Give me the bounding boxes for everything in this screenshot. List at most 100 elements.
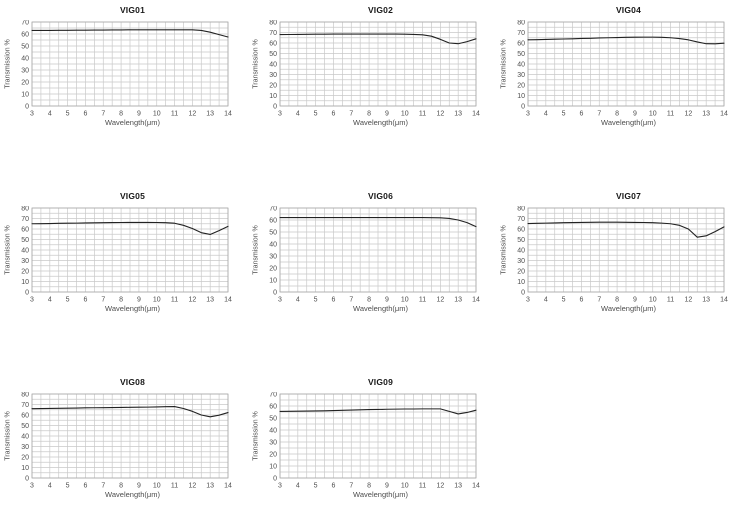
x-tick-label: 13 (206, 483, 214, 490)
plot-border (527, 21, 725, 107)
chart-vig02: VIG02 Transmission % 3 4 5 6 7 8 9 10 11 12 13 14 0 1… (250, 4, 483, 128)
x-tick-label: 11 (667, 297, 674, 304)
x-tick-label: 7 (101, 297, 105, 304)
x-tick-label: 11 (667, 111, 674, 118)
x-tick-label: 12 (188, 111, 196, 118)
y-tick-label: 0 (521, 290, 525, 297)
y-tick-label: 0 (273, 290, 277, 297)
y-tick-label: 20 (517, 269, 525, 276)
x-tick-label: 6 (84, 483, 88, 490)
x-tick-label: 13 (206, 297, 214, 304)
y-tick-label: 0 (25, 476, 29, 483)
y-tick-label: 60 (517, 227, 525, 234)
x-tick-label: 5 (562, 111, 566, 118)
y-tick-label: 40 (21, 434, 29, 441)
x-tick-label: 7 (349, 111, 353, 118)
y-tick-label: 50 (517, 237, 525, 244)
y-tick-label: 60 (21, 32, 29, 39)
x-tick-label: 13 (702, 297, 710, 304)
y-tick-label: 50 (517, 51, 525, 58)
x-tick-label: 5 (66, 111, 70, 118)
data-line (31, 406, 229, 418)
y-tick-label: 70 (269, 392, 277, 399)
data-line (527, 36, 725, 45)
x-tick-label: 12 (436, 297, 444, 304)
y-tick-label: 20 (21, 269, 29, 276)
x-tick-label: 3 (30, 483, 34, 490)
data-line (279, 408, 477, 415)
x-tick-label: 6 (332, 297, 336, 304)
x-tick-label: 11 (171, 483, 178, 490)
y-tick-label: 10 (21, 92, 29, 99)
y-tick-label: 30 (21, 444, 29, 451)
y-axis-label: Transmission % (500, 39, 508, 89)
y-tick-label: 40 (269, 62, 277, 69)
chart-title: VIG09 (367, 377, 394, 387)
y-tick-label: 20 (517, 83, 525, 90)
x-tick-label: 4 (296, 297, 300, 304)
x-tick-label: 10 (401, 297, 409, 304)
y-tick-label: 20 (21, 80, 29, 87)
y-axis-label: Transmission % (500, 225, 508, 275)
y-tick-label: 60 (21, 413, 29, 420)
y-tick-label: 0 (273, 104, 277, 111)
chart-title: VIG02 (367, 5, 394, 15)
x-tick-label: 10 (153, 483, 161, 490)
x-tick-label: 6 (580, 111, 584, 118)
y-tick-label: 20 (21, 455, 29, 462)
y-axis-label: Transmission % (252, 411, 260, 461)
x-tick-label: 9 (385, 111, 389, 118)
plot-border (279, 207, 477, 293)
data-line (31, 221, 229, 236)
x-tick-label: 4 (48, 297, 52, 304)
y-tick-label: 10 (269, 464, 277, 471)
y-tick-label: 50 (269, 51, 277, 58)
x-tick-label: 3 (278, 297, 282, 304)
x-tick-label: 6 (84, 111, 88, 118)
data-line (527, 221, 725, 238)
chart-canvas: 3 4 5 6 7 8 9 10 11 12 13 14 0 10 20 30 40 50 60 70 (21, 20, 232, 118)
y-tick-label: 70 (21, 402, 29, 409)
y-tick-label: 0 (273, 476, 277, 483)
y-tick-label: 40 (517, 62, 525, 69)
x-tick-label: 4 (544, 111, 548, 118)
x-tick-label: 5 (66, 483, 70, 490)
x-axis-label: Wavelength(μm) (105, 304, 160, 313)
x-tick-label: 5 (314, 483, 318, 490)
x-tick-label: 10 (153, 297, 161, 304)
x-tick-label: 5 (66, 297, 70, 304)
chart-vig05: VIG05 Transmission % 3 4 5 6 7 8 9 10 11 12 13 14 0 1… (2, 190, 235, 314)
x-tick-label: 12 (684, 111, 692, 118)
chart-canvas: 3 4 5 6 7 8 9 10 11 12 13 14 0 10 20 30 40 50 60 70 (269, 206, 480, 304)
plot-border (31, 21, 229, 107)
y-tick-label: 20 (269, 83, 277, 90)
charts-grid: VIG01 Transmission % 3 4 5 6 7 8 9 10 11 12 13 14 0 1… (2, 4, 728, 499)
y-tick-label: 10 (269, 278, 277, 285)
y-tick-label: 40 (269, 242, 277, 249)
chart-title: VIG04 (615, 5, 642, 15)
y-tick-label: 60 (517, 41, 525, 48)
y-tick-label: 30 (269, 72, 277, 79)
data-line (279, 33, 477, 45)
x-tick-label: 13 (454, 483, 462, 490)
y-tick-label: 30 (269, 254, 277, 261)
x-tick-label: 12 (188, 483, 196, 490)
y-tick-label: 10 (21, 465, 29, 472)
chart-title: VIG06 (367, 191, 394, 201)
x-tick-label: 10 (649, 297, 657, 304)
x-tick-label: 7 (597, 297, 601, 304)
y-tick-label: 20 (269, 266, 277, 273)
x-axis-label: Wavelength(μm) (601, 304, 656, 313)
x-tick-label: 13 (454, 297, 462, 304)
x-tick-label: 10 (401, 483, 409, 490)
y-tick-label: 70 (269, 30, 277, 37)
y-tick-label: 70 (517, 216, 525, 223)
y-tick-label: 40 (517, 248, 525, 255)
x-tick-label: 14 (224, 297, 232, 304)
y-tick-label: 60 (21, 227, 29, 234)
chart-vig06: VIG06 Transmission % 3 4 5 6 7 8 9 10 11 12 13 14 0 1… (250, 190, 483, 314)
x-tick-label: 6 (332, 111, 336, 118)
x-tick-label: 14 (224, 111, 232, 118)
x-tick-label: 14 (472, 297, 480, 304)
x-axis-label: Wavelength(μm) (105, 490, 160, 499)
